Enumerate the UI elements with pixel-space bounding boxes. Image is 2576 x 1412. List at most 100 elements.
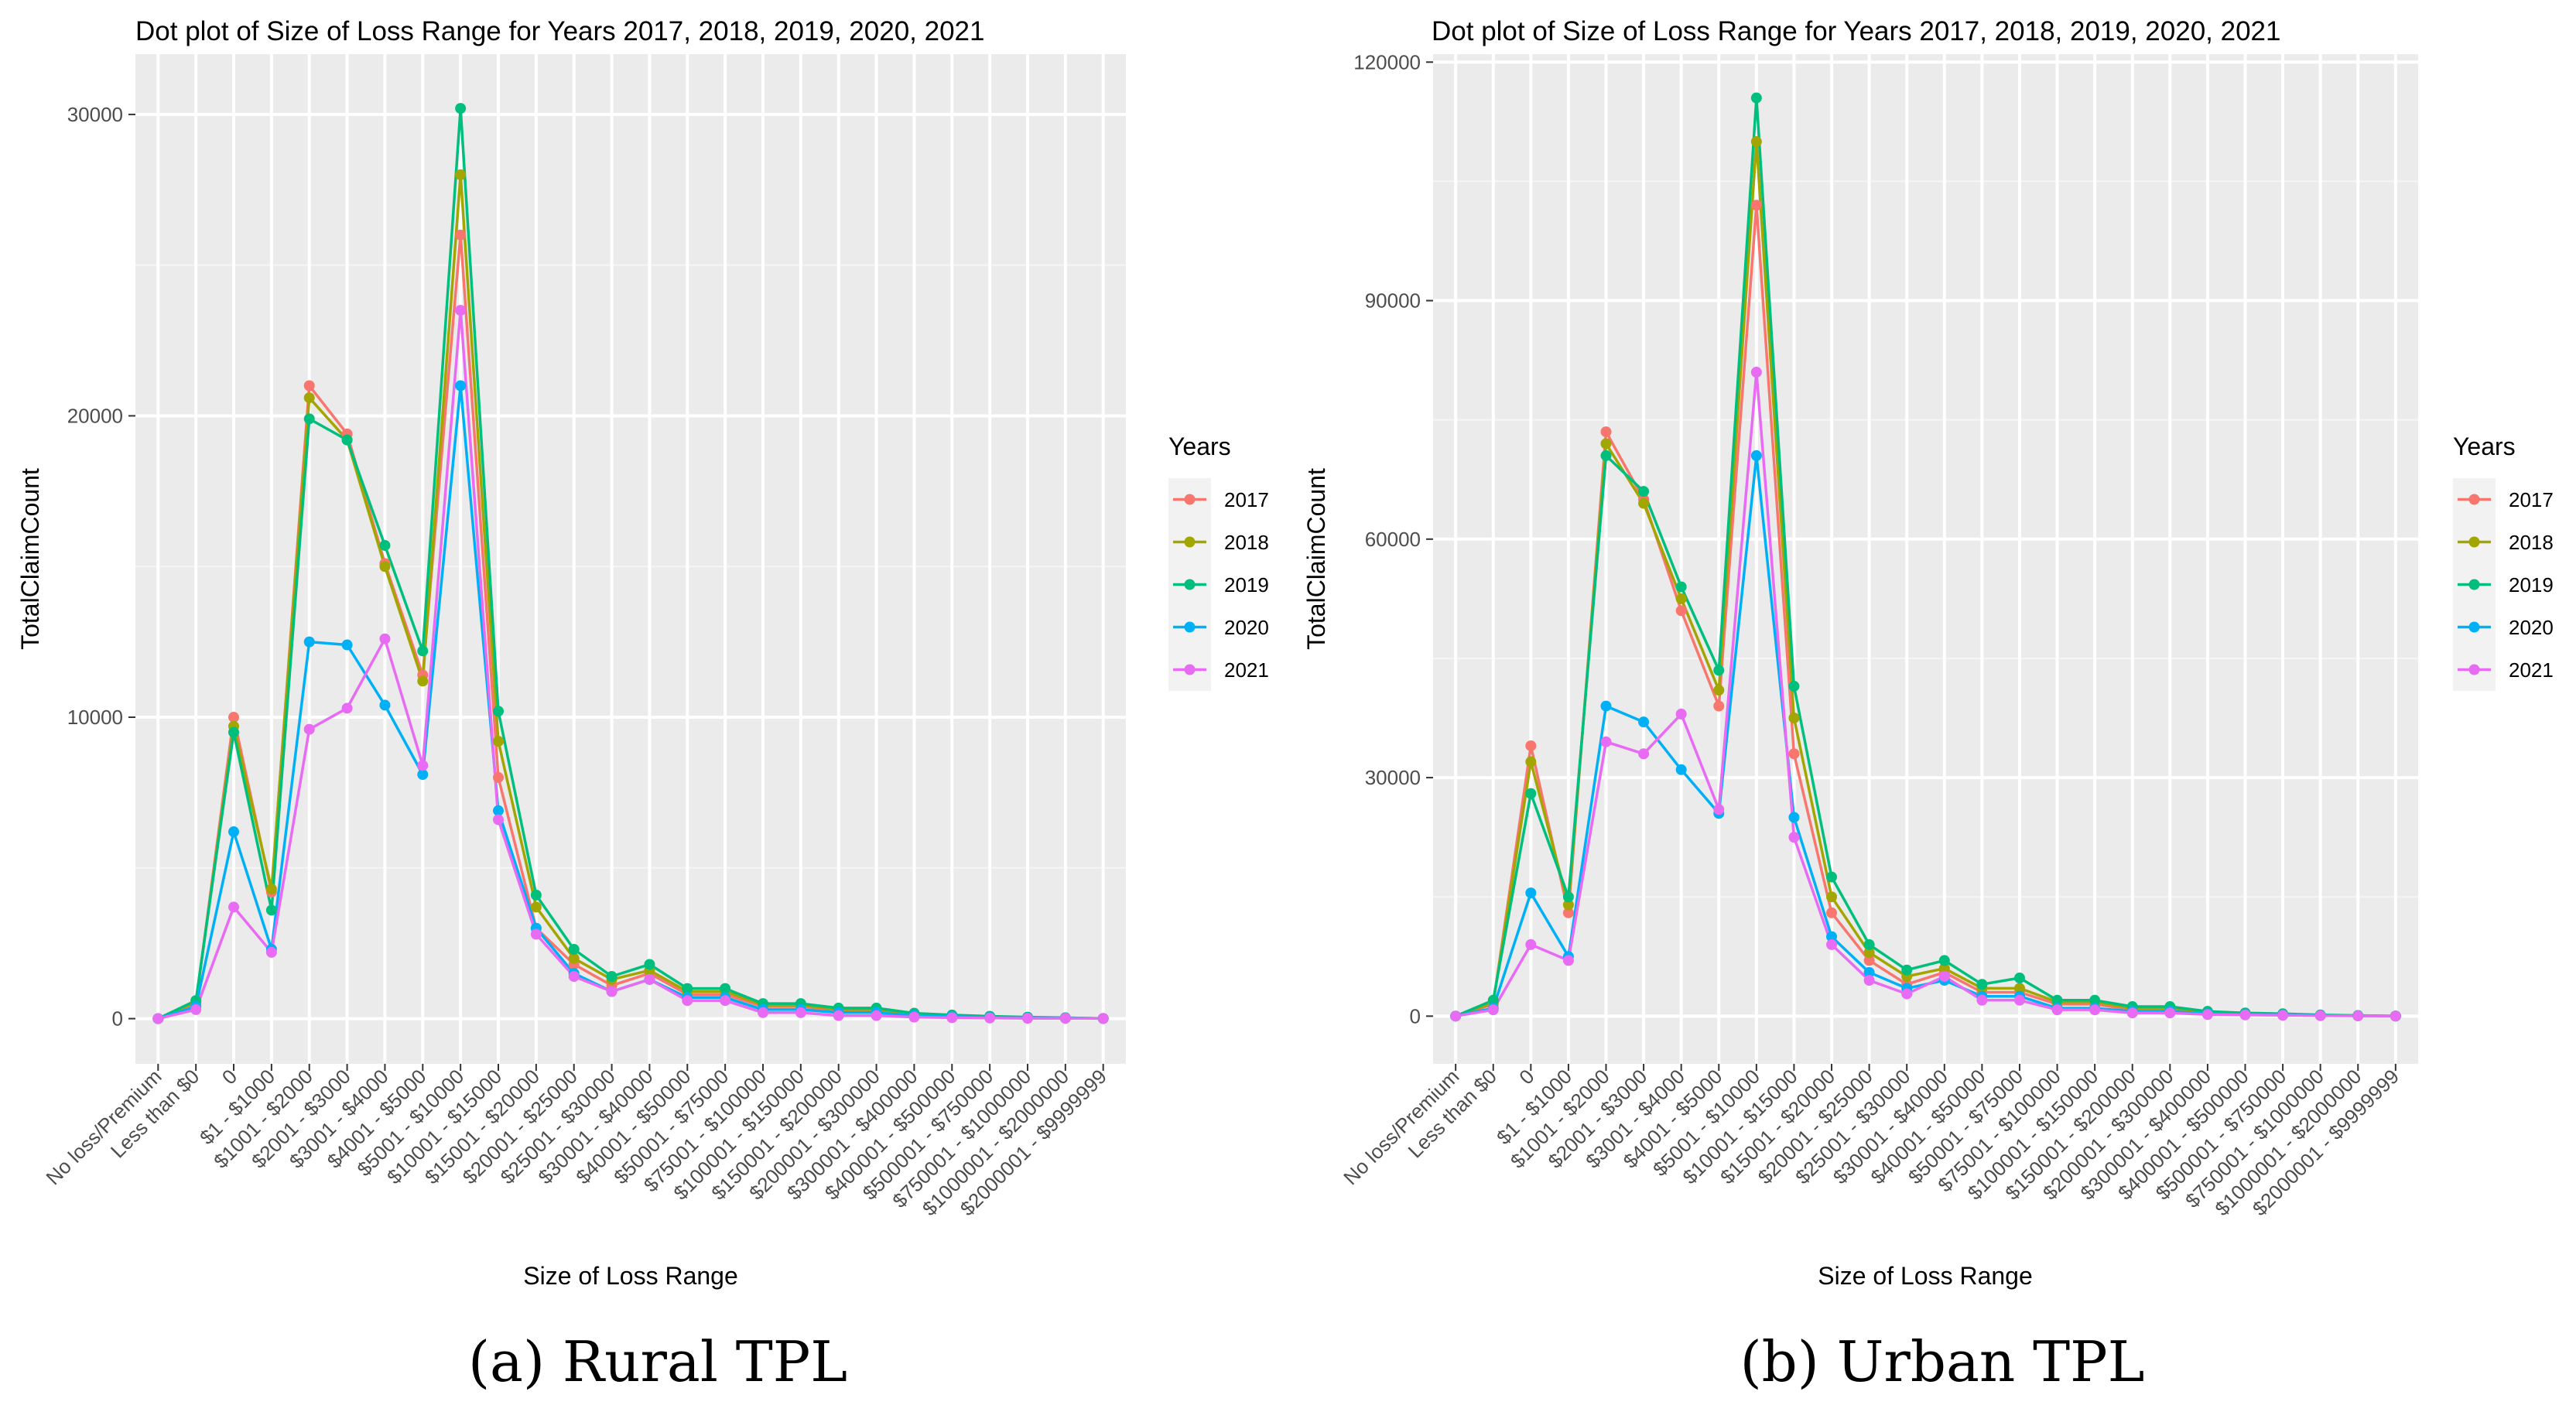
legend-label-2017: 2017: [1224, 488, 1269, 511]
data-point-2019: [1826, 871, 1838, 883]
legend-key-point-2020: [2468, 621, 2480, 633]
legend-key-point-2020: [1184, 621, 1196, 633]
data-point-2018: [1600, 438, 1612, 450]
data-point-2020: [341, 639, 353, 651]
data-point-2021: [455, 305, 467, 316]
data-point-2021: [2013, 994, 2025, 1006]
data-point-2021: [190, 1003, 202, 1015]
data-point-2017: [1600, 426, 1612, 438]
data-point-2021: [265, 946, 277, 958]
x-axis-title: Size of Loss Range: [523, 1262, 738, 1290]
data-point-2021: [871, 1010, 882, 1021]
data-point-2021: [2239, 1009, 2251, 1021]
data-point-2020: [379, 699, 391, 711]
data-point-2021: [1021, 1013, 1033, 1024]
legend-key-point-2018: [1184, 536, 1196, 548]
legend-label-2020: 2020: [1224, 616, 1269, 639]
data-point-2017: [1750, 200, 1762, 211]
y-tick-label: 0: [1410, 1004, 1421, 1027]
data-point-2019: [568, 943, 580, 955]
data-point-2020: [1675, 764, 1687, 775]
data-point-2019: [265, 904, 277, 916]
data-point-2021: [341, 703, 353, 714]
data-point-2018: [568, 952, 580, 964]
data-point-2021: [1525, 938, 1537, 950]
data-point-2019: [2013, 973, 2025, 984]
data-point-2018: [2013, 983, 2025, 994]
legend-title: Years: [1168, 432, 1231, 460]
data-point-2021: [228, 901, 240, 913]
series-line-2021: [157, 309, 1103, 1021]
data-point-2017: [1525, 740, 1537, 751]
legend-title: Years: [2453, 432, 2516, 460]
figure-caption: (a) Rural TPL: [468, 1329, 847, 1394]
data-point-2021: [1713, 804, 1725, 815]
data-point-2021: [1600, 736, 1612, 747]
data-point-2021: [757, 1007, 768, 1018]
series-line-2019: [157, 107, 1103, 1021]
data-point-2017: [455, 229, 467, 241]
data-point-2018: [265, 884, 277, 895]
data-point-2021: [1788, 832, 1800, 843]
legend-label-2020: 2020: [2509, 616, 2554, 639]
y-tick-label: 60000: [1365, 528, 1421, 551]
data-point-2021: [1562, 955, 1574, 966]
data-point-2019: [606, 971, 617, 983]
data-point-2018: [417, 675, 429, 687]
data-point-2019: [1487, 994, 1499, 1006]
chart-title: Dot plot of Size of Loss Range for Years…: [1432, 16, 2280, 46]
data-point-2021: [568, 971, 580, 983]
data-point-2019: [1675, 581, 1687, 593]
legend-key-point-2019: [1184, 579, 1196, 590]
plot-panel: [1433, 54, 2418, 1064]
data-point-2017: [1713, 700, 1725, 712]
data-point-2019: [303, 413, 315, 425]
y-tick-label: 0: [112, 1007, 123, 1031]
data-point-2021: [2164, 1007, 2176, 1019]
data-point-2021: [417, 760, 429, 771]
data-point-2018: [1562, 899, 1574, 911]
data-point-2020: [1788, 812, 1800, 823]
y-tick-label: 120000: [1353, 50, 1421, 74]
data-point-2021: [1826, 938, 1838, 950]
series-line-2021: [1455, 371, 2396, 1018]
y-tick-label: 20000: [67, 404, 123, 427]
chart-title: Dot plot of Size of Loss Range for Years…: [135, 16, 984, 46]
data-point-2021: [379, 633, 391, 644]
data-point-2020: [1826, 931, 1838, 942]
x-axis-title: Size of Loss Range: [1818, 1262, 2033, 1290]
data-point-2018: [1525, 756, 1537, 768]
data-point-2021: [493, 814, 505, 826]
data-point-2021: [1901, 988, 1913, 1000]
data-point-2021: [2314, 1010, 2326, 1021]
data-point-2019: [1713, 665, 1725, 676]
data-point-2021: [1487, 1004, 1499, 1016]
y-axis-title: TotalClaimCount: [1302, 468, 1330, 650]
data-point-2020: [303, 636, 315, 648]
data-point-2018: [1863, 947, 1875, 959]
data-point-2019: [1938, 955, 1950, 966]
data-point-2019: [1638, 486, 1650, 497]
data-point-2019: [341, 434, 353, 446]
data-point-2021: [1750, 367, 1762, 378]
data-point-2021: [530, 928, 542, 940]
data-point-2021: [1976, 994, 1988, 1006]
data-point-2019: [1600, 450, 1612, 461]
legend-label-2019: 2019: [2509, 573, 2554, 597]
data-point-2021: [2277, 1010, 2289, 1021]
legend-label-2018: 2018: [2509, 531, 2554, 554]
data-point-2019: [455, 103, 467, 115]
plot-panel: [135, 54, 1126, 1064]
data-point-2019: [1901, 964, 1913, 976]
data-point-2018: [1826, 891, 1838, 903]
data-point-2019: [682, 983, 693, 994]
data-point-2019: [379, 539, 391, 551]
legend-label-2019: 2019: [1224, 573, 1269, 597]
data-point-2019: [1750, 92, 1762, 104]
legend-key-point-2018: [2468, 536, 2480, 548]
data-point-2020: [1863, 966, 1875, 978]
data-point-2019: [493, 706, 505, 717]
series-line-2019: [1455, 96, 2396, 1017]
data-point-2019: [1863, 938, 1875, 950]
